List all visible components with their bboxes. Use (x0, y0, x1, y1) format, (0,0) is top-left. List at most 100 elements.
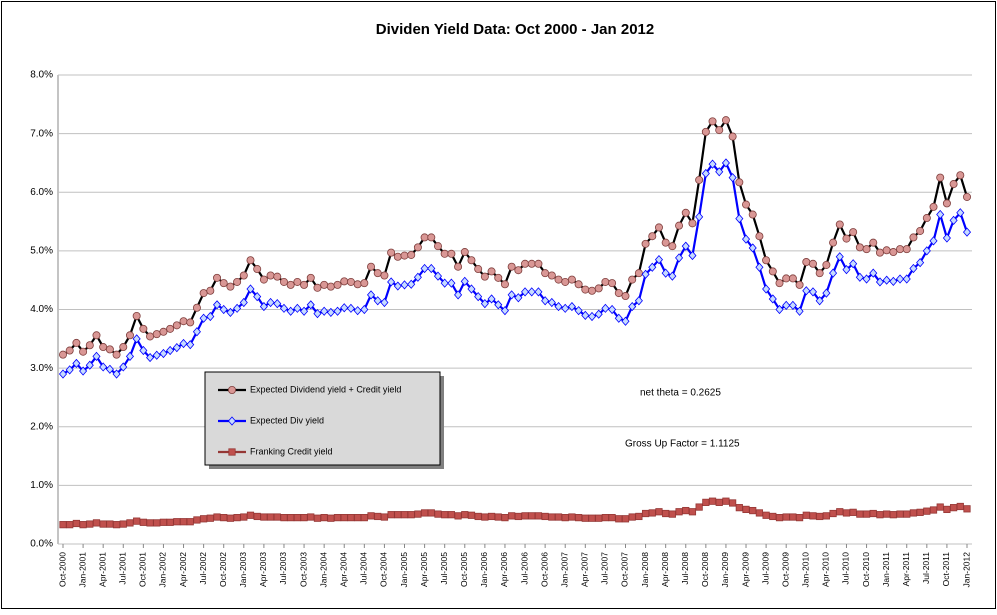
marker (58, 369, 68, 379)
marker (688, 219, 697, 228)
x-tick-label: Jan-2008 (640, 552, 650, 588)
marker (675, 221, 684, 230)
marker (835, 220, 844, 229)
marker (534, 259, 543, 268)
marker (300, 280, 309, 289)
marker (139, 518, 147, 526)
marker (896, 510, 904, 518)
marker (440, 278, 449, 288)
marker (621, 292, 630, 301)
marker (956, 208, 965, 218)
y-tick-label: 0.0% (30, 539, 53, 550)
x-tick-label: Jan-2010 (801, 552, 811, 588)
marker (855, 272, 864, 282)
marker (487, 294, 496, 304)
marker (869, 268, 878, 278)
marker (119, 343, 128, 352)
marker (266, 271, 275, 280)
marker (574, 280, 583, 289)
marker (614, 289, 623, 298)
marker (788, 274, 797, 283)
marker (936, 173, 945, 182)
marker (139, 345, 148, 356)
marker (789, 513, 797, 521)
marker (829, 268, 838, 278)
marker (614, 313, 623, 323)
marker (487, 512, 496, 521)
marker (615, 515, 623, 523)
y-tick-label: 6.0% (30, 187, 53, 198)
marker (662, 509, 670, 518)
marker (474, 265, 483, 274)
marker (239, 297, 248, 308)
marker (561, 303, 570, 313)
marker (340, 514, 348, 522)
marker (313, 308, 322, 319)
marker (480, 299, 489, 309)
marker (326, 282, 335, 291)
marker (233, 277, 242, 286)
marker (427, 233, 436, 242)
x-tick-label: Jul-2010 (841, 552, 851, 585)
legend-label: Franking Credit yield (250, 446, 333, 456)
x-tick-label: Jul-2006 (519, 552, 529, 585)
marker (461, 511, 469, 519)
marker (748, 243, 757, 253)
marker (782, 513, 790, 521)
marker (782, 300, 791, 311)
marker (527, 259, 536, 268)
marker (708, 159, 717, 169)
marker (253, 265, 262, 274)
marker (775, 304, 784, 315)
marker (212, 300, 222, 310)
marker (440, 249, 449, 258)
marker (407, 511, 415, 519)
marker (788, 300, 797, 311)
x-tick-label: Jul-2009 (760, 552, 770, 585)
marker (554, 275, 563, 284)
marker (99, 520, 107, 528)
marker (688, 250, 697, 261)
marker (507, 290, 516, 300)
marker (561, 277, 570, 286)
marker (447, 511, 455, 519)
marker (126, 519, 134, 527)
marker (634, 296, 643, 306)
marker (333, 280, 342, 289)
marker (856, 510, 864, 518)
y-tick-label: 3.0% (30, 363, 53, 374)
marker (246, 284, 255, 294)
marker (775, 514, 784, 522)
marker (186, 318, 195, 327)
marker (240, 513, 248, 521)
marker (186, 518, 194, 526)
marker (79, 347, 88, 356)
marker (474, 512, 482, 521)
grid: 0.0% 1.0% 2.0% 3.0% 4.0% 5.0% 6.0% 7.0% 8.0% Oct-… (30, 70, 972, 588)
marker (300, 514, 308, 522)
marker (668, 271, 677, 281)
x-tick-label: Oct-2003 (298, 552, 308, 587)
marker (166, 324, 175, 333)
marker (541, 269, 550, 278)
marker (106, 520, 114, 528)
marker (554, 301, 563, 312)
marker (206, 514, 214, 522)
marker (326, 307, 335, 318)
marker (447, 249, 456, 258)
marker (588, 286, 597, 295)
marker (360, 514, 368, 522)
marker (313, 514, 322, 522)
marker (768, 294, 777, 304)
marker (206, 286, 215, 295)
marker (454, 290, 463, 300)
marker (360, 304, 369, 315)
marker (621, 316, 630, 326)
marker (112, 369, 121, 379)
marker (902, 245, 911, 254)
marker (641, 509, 650, 518)
marker (715, 126, 724, 135)
y-tick-label: 4.0% (30, 304, 53, 315)
marker (85, 360, 94, 370)
